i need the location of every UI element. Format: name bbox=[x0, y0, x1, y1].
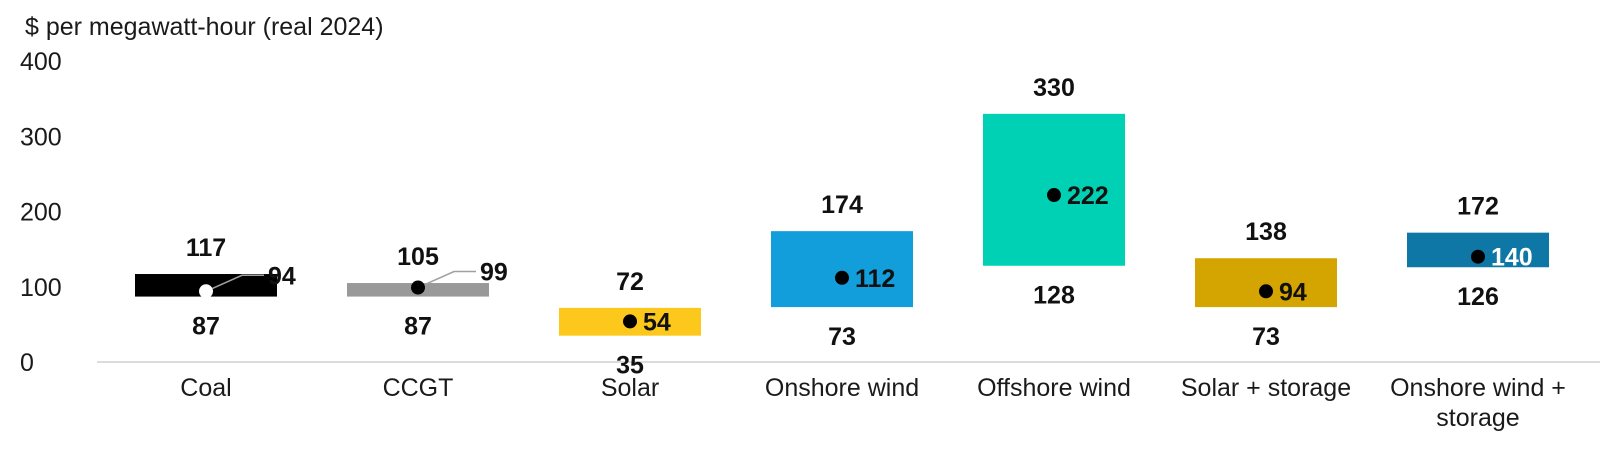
y-tick-label: 0 bbox=[20, 349, 34, 377]
midpoint-marker bbox=[835, 270, 849, 285]
midpoint-label: 222 bbox=[1067, 182, 1109, 210]
high-label: 174 bbox=[821, 191, 863, 219]
midpoint-label: 99 bbox=[480, 259, 508, 287]
category-group: 99 105 87 bbox=[347, 243, 508, 341]
category-label: Solar bbox=[601, 374, 659, 402]
y-axis-unit-label: $ per megawatt-hour (real 2024) bbox=[25, 13, 384, 41]
category-label: Offshore wind bbox=[977, 374, 1131, 402]
high-label: 105 bbox=[397, 243, 439, 271]
low-label: 87 bbox=[192, 313, 220, 341]
high-label: 172 bbox=[1457, 193, 1499, 221]
bars: 94 117 87 99 105 87 54 72 35 112 174 73 222 330 128 94 1… bbox=[135, 74, 1549, 380]
midpoint-label: 94 bbox=[1279, 278, 1307, 306]
low-label: 87 bbox=[404, 313, 432, 341]
midpoint-marker bbox=[1259, 284, 1273, 299]
category-labels: Coal CCGT Solar Onshore wind Offshore wind So… bbox=[180, 374, 1566, 432]
high-label: 330 bbox=[1033, 74, 1075, 102]
midpoint-marker bbox=[623, 314, 637, 329]
range-bar bbox=[771, 231, 913, 308]
callout-leader bbox=[205, 274, 264, 292]
category-group: 222 330 128 bbox=[983, 74, 1125, 310]
low-label: 126 bbox=[1457, 283, 1499, 311]
midpoint-marker bbox=[1047, 188, 1061, 203]
category-label: Onshore wind + bbox=[1390, 374, 1566, 402]
range-bar bbox=[1195, 258, 1337, 308]
midpoint-marker bbox=[411, 280, 425, 295]
y-tick-label: 100 bbox=[20, 274, 62, 302]
callout-leader bbox=[417, 270, 476, 289]
midpoint-marker bbox=[199, 284, 213, 299]
low-label: 128 bbox=[1033, 282, 1075, 310]
category-label: storage bbox=[1436, 404, 1519, 432]
midpoint-label: 94 bbox=[268, 262, 296, 290]
y-tick-label: 300 bbox=[20, 123, 62, 151]
category-label: Onshore wind bbox=[765, 374, 919, 402]
high-label: 117 bbox=[186, 234, 226, 262]
y-tick-label: 400 bbox=[20, 48, 62, 76]
high-label: 138 bbox=[1245, 218, 1287, 246]
category-group: 94 117 87 bbox=[135, 234, 296, 341]
y-axis-ticks: 0 100 200 300 400 bbox=[20, 48, 62, 377]
category-label: CCGT bbox=[383, 374, 454, 402]
high-label: 72 bbox=[616, 268, 644, 296]
low-label: 73 bbox=[1252, 323, 1280, 351]
low-label: 35 bbox=[616, 352, 644, 380]
midpoint-label: 54 bbox=[643, 308, 671, 336]
category-label: Solar + storage bbox=[1181, 374, 1351, 402]
midpoint-label: 140 bbox=[1491, 244, 1533, 272]
category-group: 140 172 126 bbox=[1407, 193, 1549, 311]
category-group: 112 174 73 bbox=[771, 191, 913, 351]
y-tick-label: 200 bbox=[20, 199, 62, 227]
low-label: 73 bbox=[828, 323, 856, 351]
category-group: 94 138 73 bbox=[1195, 218, 1337, 351]
category-label: Coal bbox=[180, 374, 231, 402]
midpoint-marker bbox=[1471, 249, 1485, 264]
category-group: 54 72 35 bbox=[559, 268, 701, 380]
midpoint-label: 112 bbox=[855, 265, 895, 293]
